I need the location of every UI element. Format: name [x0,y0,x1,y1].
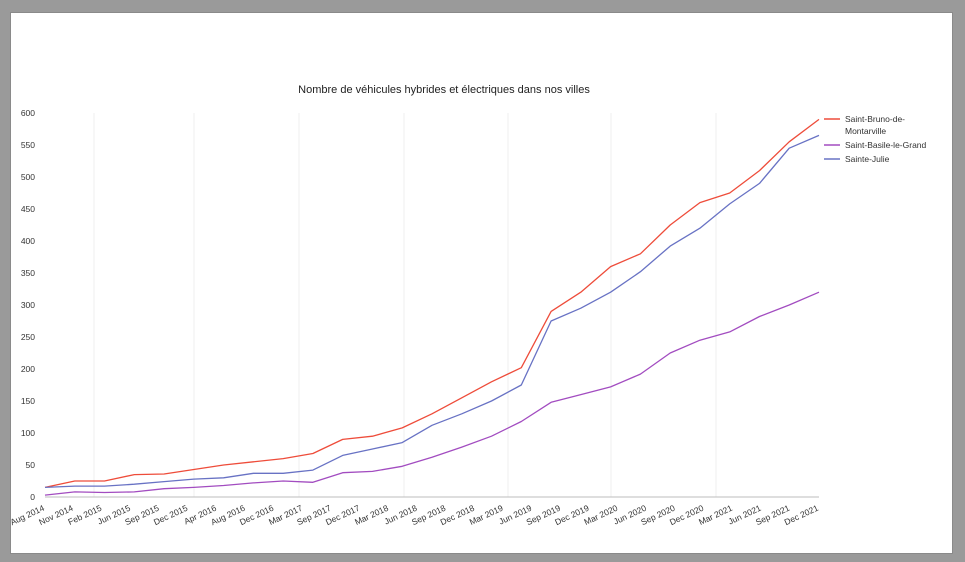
line-chart: Nombre de véhicules hybrides et électriq… [11,84,927,527]
y-tick-label: 550 [21,140,35,150]
y-tick-label: 500 [21,172,35,182]
series-lines [44,118,820,496]
legend-label-0: Montarville [845,126,886,136]
legend: Saint-Bruno-de- Montarville Saint-Basile-l… [824,114,927,164]
y-tick-label: 200 [21,364,35,374]
grid [93,113,717,497]
y-axis: 0 50 100 150 200 250 300 350 400 450 500 550 600 [21,108,35,502]
legend-label-0: Saint-Bruno-de- [845,114,905,124]
series-line-1 [44,291,820,496]
y-tick-label: 400 [21,236,35,246]
series-line-0 [44,118,820,489]
y-tick-label: 250 [21,332,35,342]
y-tick-label: 350 [21,268,35,278]
chart-frame: Nombre de véhicules hybrides et électriq… [10,12,953,554]
y-tick-label: 450 [21,204,35,214]
y-tick-label: 600 [21,108,35,118]
legend-label-1: Saint-Basile-le-Grand [845,140,927,150]
y-tick-label: 50 [26,460,36,470]
y-tick-label: 300 [21,300,35,310]
series-line-2 [44,134,820,489]
y-tick-label: 150 [21,396,35,406]
y-tick-label: 0 [30,492,35,502]
chart-title: Nombre de véhicules hybrides et électriq… [298,84,590,96]
legend-label-2: Sainte-Julie [845,154,890,164]
y-tick-label: 100 [21,428,35,438]
